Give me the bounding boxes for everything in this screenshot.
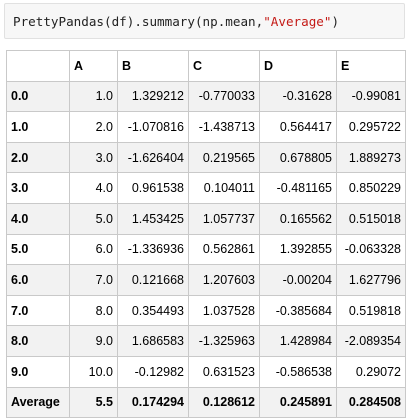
table-row: 6.0 7.0 0.121668 1.207603 -0.00204 1.627796 [6,264,406,296]
cell-e: 0.519818 [336,294,406,327]
table-header-row: A B C D E [6,50,406,82]
code-string-arg: "Average" [263,13,332,29]
cell-c: 1.037528 [188,294,260,327]
cell-b: 1.329212 [117,80,189,113]
table-row: 3.0 4.0 0.961538 0.104011 -0.481165 0.850229 [6,172,406,204]
row-index-label: 8.0 [6,325,70,357]
code-text: PrettyPandas(df).summary(np.mean, [13,13,264,29]
cell-b: 1.453425 [117,202,189,235]
cell-e: 0.29072 [336,355,406,388]
cell-c: 0.219565 [188,141,260,174]
cell-e: 1.889273 [336,141,406,174]
summary-row: Average 5.5 0.174294 0.128612 0.245891 0.2845… [6,386,406,418]
cell-d: -0.385684 [259,294,337,327]
dataframe-table: A B C D E 0.0 1.0 1.329212 -0.770033 -0.3162… [6,50,406,418]
output-table-container: A B C D E 0.0 1.0 1.329212 -0.770033 -0.3162… [6,50,406,418]
cell-a: 4.0 [69,172,118,204]
table-row: 1.0 2.0 -1.070816 -1.438713 0.564417 0.295722 [6,111,406,143]
cell-d: 0.678805 [259,141,337,174]
cell-c: -1.325963 [188,325,260,357]
table-body: 0.0 1.0 1.329212 -0.770033 -0.31628 -0.99081 1… [6,80,406,418]
cell-b: -1.070816 [117,111,189,143]
cell-d: 1.428984 [259,325,337,357]
cell-c: 0.562861 [188,233,260,266]
cell-a: 1.0 [69,80,118,113]
row-index-label: 0.0 [6,80,70,113]
table-row: 4.0 5.0 1.453425 1.057737 0.165562 0.515018 [6,202,406,235]
row-index-label: 3.0 [6,172,70,204]
cell-d: -0.586538 [259,355,337,388]
cell-c: 0.631523 [188,355,260,388]
cell-c: 0.128612 [188,386,260,418]
cell-d: 0.564417 [259,111,337,143]
cell-b: 0.961538 [117,172,189,204]
cell-e: 0.850229 [336,172,406,204]
cell-a: 10.0 [69,355,118,388]
row-index-label: 2.0 [6,141,70,174]
table-row: 7.0 8.0 0.354493 1.037528 -0.385684 0.519818 [6,294,406,327]
column-header-d: D [259,50,337,82]
table-row: 8.0 9.0 1.686583 -1.325963 1.428984 -2.089354 [6,325,406,357]
cell-e: -2.089354 [336,325,406,357]
code-input-cell[interactable]: PrettyPandas(df).summary(np.mean, "Avera… [4,3,405,39]
column-header-a: A [69,50,118,82]
column-header-b: B [117,50,189,82]
cell-c: -0.770033 [188,80,260,113]
cell-e: 1.627796 [336,264,406,296]
cell-e: -0.99081 [336,80,406,113]
cell-d: 0.165562 [259,202,337,235]
cell-a: 7.0 [69,264,118,296]
cell-d: -0.00204 [259,264,337,296]
table-row: 5.0 6.0 -1.336936 0.562861 1.392855 -0.063328 [6,233,406,266]
table-row: 2.0 3.0 -1.626404 0.219565 0.678805 1.889273 [6,141,406,174]
cell-a: 8.0 [69,294,118,327]
cell-b: 0.354493 [117,294,189,327]
cell-c: 1.057737 [188,202,260,235]
cell-c: -1.438713 [188,111,260,143]
table-row: 0.0 1.0 1.329212 -0.770033 -0.31628 -0.99081 [6,80,406,113]
cell-c: 1.207603 [188,264,260,296]
row-index-label: Average [6,386,70,418]
cell-d: -0.481165 [259,172,337,204]
cell-b: -1.336936 [117,233,189,266]
cell-d: 0.245891 [259,386,337,418]
column-header-e: E [336,50,406,82]
cell-e: 0.284508 [336,386,406,418]
cell-e: 0.295722 [336,111,406,143]
cell-a: 5.0 [69,202,118,235]
column-header-c: C [188,50,260,82]
row-index-label: 5.0 [6,233,70,266]
cell-d: 1.392855 [259,233,337,266]
cell-a: 5.5 [69,386,118,418]
cell-e: -0.063328 [336,233,406,266]
cell-b: -1.626404 [117,141,189,174]
cell-d: -0.31628 [259,80,337,113]
cell-e: 0.515018 [336,202,406,235]
cell-a: 6.0 [69,233,118,266]
cell-b: 1.686583 [117,325,189,357]
cell-b: 0.174294 [117,386,189,418]
cell-c: 0.104011 [188,172,260,204]
table-row: 9.0 10.0 -0.12982 0.631523 -0.586538 0.29072 [6,355,406,388]
column-header-index [6,50,70,82]
row-index-label: 4.0 [6,202,70,235]
cell-a: 9.0 [69,325,118,357]
row-index-label: 7.0 [6,294,70,327]
row-index-label: 1.0 [6,111,70,143]
cell-b: 0.121668 [117,264,189,296]
row-index-label: 9.0 [6,355,70,388]
code-suffix: ) [331,13,340,29]
cell-a: 2.0 [69,111,118,143]
row-index-label: 6.0 [6,264,70,296]
cell-a: 3.0 [69,141,118,174]
cell-b: -0.12982 [117,355,189,388]
